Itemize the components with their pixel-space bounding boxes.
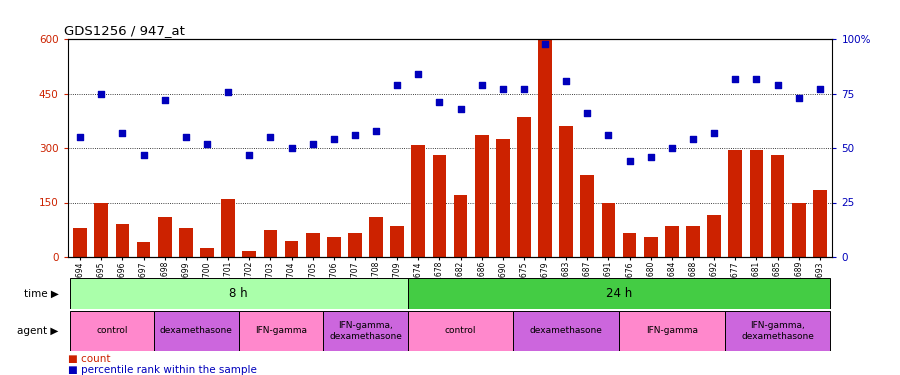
Bar — [179, 228, 193, 257]
Text: IFN-gamma: IFN-gamma — [255, 326, 307, 335]
Text: control: control — [96, 326, 128, 335]
Point — [347, 132, 362, 138]
Point — [813, 86, 827, 92]
Point — [242, 152, 256, 157]
Bar — [369, 217, 382, 257]
Bar — [686, 226, 700, 257]
Bar — [348, 233, 362, 257]
Point — [263, 134, 277, 140]
Bar — [327, 237, 340, 257]
Point — [158, 97, 172, 103]
Bar — [665, 226, 679, 257]
Point — [496, 86, 510, 92]
Text: IFN-gamma,
dexamethasone: IFN-gamma, dexamethasone — [329, 321, 402, 340]
Bar — [69, 278, 408, 309]
Text: control: control — [445, 326, 476, 335]
Point — [559, 78, 573, 84]
Bar — [707, 215, 721, 257]
Bar — [221, 199, 235, 257]
Point — [644, 154, 658, 160]
Text: IFN-gamma: IFN-gamma — [646, 326, 698, 335]
Bar — [154, 311, 238, 351]
Point — [770, 82, 785, 88]
Bar — [496, 139, 509, 257]
Point — [305, 141, 320, 147]
Point — [390, 82, 404, 88]
Bar — [284, 241, 299, 257]
Bar — [560, 126, 573, 257]
Text: ■ count: ■ count — [68, 354, 110, 364]
Point — [580, 110, 595, 116]
Bar — [601, 202, 616, 257]
Bar — [454, 195, 467, 257]
Bar — [137, 242, 150, 257]
Text: agent ▶: agent ▶ — [17, 326, 58, 336]
Bar — [433, 155, 446, 257]
Point — [623, 158, 637, 164]
Text: ■ percentile rank within the sample: ■ percentile rank within the sample — [68, 365, 256, 375]
Bar — [411, 144, 425, 257]
Point — [94, 91, 109, 97]
Point — [220, 88, 235, 94]
Bar — [475, 135, 489, 257]
Bar — [513, 311, 619, 351]
Bar — [619, 311, 724, 351]
Bar — [538, 39, 552, 257]
Bar — [770, 155, 785, 257]
Bar — [200, 248, 214, 257]
Bar — [94, 202, 108, 257]
Bar — [69, 311, 154, 351]
Bar — [518, 117, 531, 257]
Bar — [158, 217, 172, 257]
Point — [707, 130, 722, 136]
Point — [73, 134, 87, 140]
Point — [728, 75, 742, 81]
Bar — [728, 150, 742, 257]
Bar — [115, 224, 130, 257]
Point — [791, 95, 806, 101]
Bar — [623, 233, 636, 257]
Point — [284, 145, 299, 151]
Bar — [408, 311, 513, 351]
Text: 24 h: 24 h — [606, 287, 632, 300]
Point — [665, 145, 680, 151]
Bar — [750, 150, 763, 257]
Bar — [323, 311, 408, 351]
Bar — [238, 311, 323, 351]
Bar — [242, 251, 256, 257]
Point — [115, 130, 130, 136]
Bar — [73, 228, 87, 257]
Point — [601, 132, 616, 138]
Point — [327, 136, 341, 142]
Point — [369, 128, 383, 134]
Bar — [792, 202, 806, 257]
Bar — [408, 278, 831, 309]
Point — [200, 141, 214, 147]
Point — [411, 71, 426, 77]
Point — [432, 99, 446, 105]
Bar — [813, 190, 827, 257]
Bar — [580, 176, 594, 257]
Bar — [724, 311, 831, 351]
Point — [137, 152, 151, 157]
Bar — [644, 237, 658, 257]
Bar — [264, 230, 277, 257]
Point — [178, 134, 193, 140]
Point — [749, 75, 763, 81]
Point — [454, 106, 468, 112]
Point — [474, 82, 489, 88]
Bar — [391, 226, 404, 257]
Point — [517, 86, 531, 92]
Point — [538, 41, 553, 47]
Text: 8 h: 8 h — [230, 287, 248, 300]
Bar — [306, 233, 319, 257]
Text: dexamethasone: dexamethasone — [160, 326, 233, 335]
Point — [686, 136, 700, 142]
Text: dexamethasone: dexamethasone — [530, 326, 603, 335]
Text: GDS1256 / 947_at: GDS1256 / 947_at — [64, 24, 184, 37]
Text: IFN-gamma,
dexamethasone: IFN-gamma, dexamethasone — [741, 321, 814, 340]
Text: time ▶: time ▶ — [23, 288, 59, 298]
